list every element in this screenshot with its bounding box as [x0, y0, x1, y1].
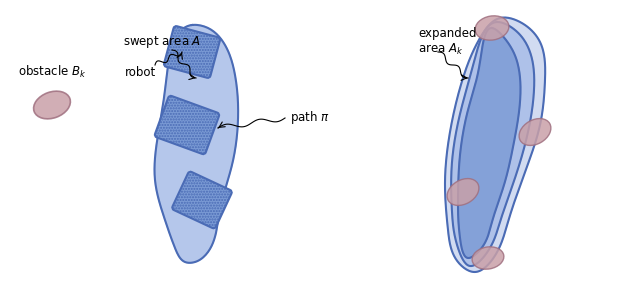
Ellipse shape	[519, 118, 551, 146]
FancyBboxPatch shape	[155, 96, 219, 154]
Text: obstacle $B_k$: obstacle $B_k$	[18, 64, 86, 80]
FancyBboxPatch shape	[172, 172, 232, 228]
FancyBboxPatch shape	[164, 26, 220, 78]
Ellipse shape	[475, 16, 509, 40]
Ellipse shape	[34, 91, 70, 119]
Polygon shape	[458, 28, 521, 258]
Ellipse shape	[472, 247, 504, 269]
Text: swept area $A$: swept area $A$	[123, 34, 201, 50]
Polygon shape	[451, 22, 534, 266]
Ellipse shape	[447, 178, 479, 206]
Polygon shape	[445, 17, 545, 272]
Text: path $\pi$: path $\pi$	[290, 110, 330, 127]
Text: expanded
area $A_k$: expanded area $A_k$	[418, 27, 477, 57]
Text: robot: robot	[124, 65, 156, 79]
Polygon shape	[154, 25, 238, 263]
